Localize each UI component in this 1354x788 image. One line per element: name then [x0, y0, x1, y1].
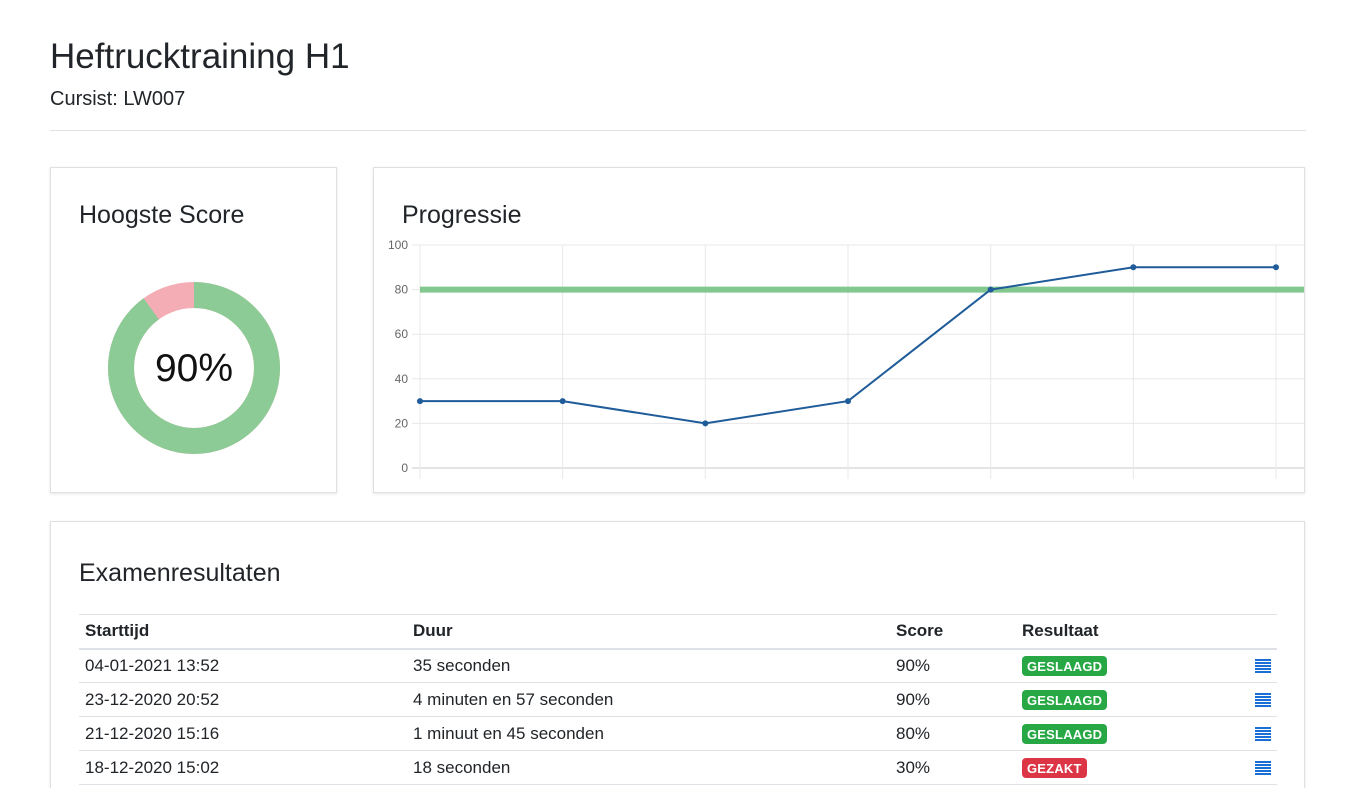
- cell-actions: [1216, 682, 1277, 717]
- table-header-row: Starttijd Duur Score Resultaat: [79, 614, 1277, 650]
- cell-actions: [1216, 716, 1277, 751]
- data-point[interactable]: [1130, 264, 1137, 271]
- data-point[interactable]: [702, 420, 709, 427]
- column-header-score[interactable]: Score: [890, 614, 1016, 650]
- cell-score: 80%: [890, 716, 1016, 751]
- data-point[interactable]: [987, 286, 994, 293]
- cell-score: 90%: [890, 682, 1016, 717]
- donut-score-slice: [108, 282, 280, 454]
- exam-results-title: Examenresultaten: [79, 559, 281, 587]
- cell-resultaat: GEZAKT: [1016, 750, 1216, 785]
- column-header-duur[interactable]: Duur: [407, 614, 890, 650]
- status-badge: GESLAAGD: [1022, 655, 1108, 676]
- list-icon[interactable]: [1255, 692, 1271, 708]
- cell-resultaat: GESLAAGD: [1016, 682, 1216, 717]
- data-point[interactable]: [1273, 264, 1279, 271]
- highest-score-title: Hoogste Score: [79, 201, 245, 229]
- cell-starttijd: 23-12-2020 20:52: [79, 682, 407, 717]
- cell-starttijd: 04-01-2021 13:52: [79, 648, 407, 683]
- progress-line-chart: 0 20 40 60 80 100: [388, 238, 1304, 479]
- highest-score-card: Hoogste Score 90%: [50, 167, 337, 493]
- list-icon[interactable]: [1255, 658, 1271, 674]
- progress-card: Progressie 0 20 40 60 80 100: [373, 167, 1305, 493]
- status-badge: GESLAAGD: [1022, 689, 1108, 710]
- cell-actions: [1216, 750, 1277, 785]
- cell-duur: 18 seconden: [407, 750, 890, 785]
- cell-score: 30%: [890, 750, 1016, 785]
- page-header: Heftrucktraining H1 Cursist: LW007: [50, 36, 350, 112]
- table-row: 21-12-2020 15:16 1 minuut en 45 seconden…: [79, 716, 1277, 751]
- column-header-starttijd[interactable]: Starttijd: [79, 614, 407, 650]
- column-header-resultaat[interactable]: Resultaat: [1016, 614, 1216, 650]
- cell-score: 90%: [890, 648, 1016, 683]
- score-donut-label: 90%: [155, 347, 233, 390]
- data-point[interactable]: [417, 398, 423, 405]
- page-title: Heftrucktraining H1: [50, 37, 350, 76]
- cell-resultaat: GESLAAGD: [1016, 716, 1216, 751]
- cell-duur: 35 seconden: [407, 648, 890, 683]
- cell-duur: 1 minuut en 45 seconden: [407, 716, 890, 751]
- table-row: 18-12-2020 15:02 18 seconden 30% GEZAKT: [79, 750, 1277, 785]
- data-point[interactable]: [559, 398, 566, 405]
- cell-duur: 4 minuten en 57 seconden: [407, 682, 890, 717]
- y-tick-label: 80: [395, 283, 409, 297]
- y-tick-label: 100: [388, 238, 408, 252]
- y-tick-label: 0: [401, 461, 408, 475]
- header-divider: [50, 130, 1306, 131]
- column-header-actions: [1216, 614, 1277, 650]
- cell-starttijd: 18-12-2020 15:02: [79, 750, 407, 785]
- cell-actions: [1216, 648, 1277, 683]
- status-badge: GEZAKT: [1022, 757, 1087, 778]
- exam-results-table: Starttijd Duur Score Resultaat 04-01-202…: [79, 614, 1277, 785]
- y-tick-label: 40: [395, 372, 409, 386]
- exam-results-card: Examenresultaten Starttijd Duur Score Re…: [50, 521, 1305, 788]
- list-icon[interactable]: [1255, 726, 1271, 742]
- list-icon[interactable]: [1255, 760, 1271, 776]
- y-tick-label: 60: [395, 327, 409, 341]
- y-tick-label: 20: [395, 416, 409, 430]
- status-badge: GESLAAGD: [1022, 723, 1108, 744]
- progress-title: Progressie: [402, 201, 522, 229]
- cell-starttijd: 21-12-2020 15:16: [79, 716, 407, 751]
- page-subtitle: Cursist: LW007: [50, 88, 186, 110]
- table-row: 04-01-2021 13:52 35 seconden 90% GESLAAG…: [79, 648, 1277, 683]
- data-point[interactable]: [845, 398, 851, 405]
- score-donut-chart: 90%: [108, 282, 280, 454]
- table-row: 23-12-2020 20:52 4 minuten en 57 seconde…: [79, 682, 1277, 717]
- cell-resultaat: GESLAAGD: [1016, 648, 1216, 683]
